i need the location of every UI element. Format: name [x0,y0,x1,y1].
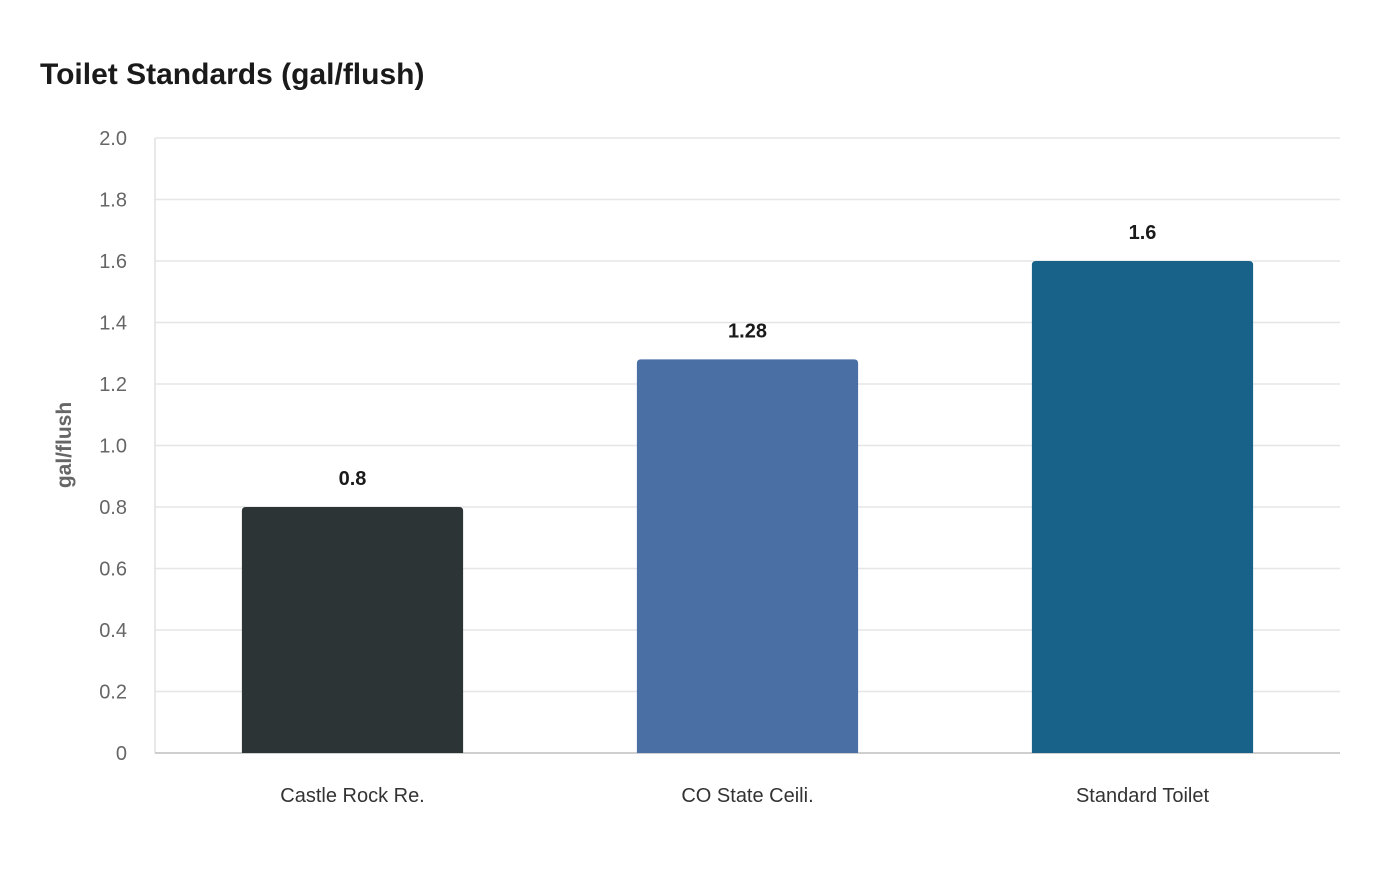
y-tick-label: 0.6 [99,559,127,581]
y-tick-label: 0 [116,743,127,765]
y-tick-label: 0.8 [99,497,127,519]
y-tick-label: 1.2 [99,374,127,396]
chart-title: Toilet Standards (gal/flush) [40,58,425,91]
y-axis-title: gal/flush [53,402,76,488]
y-tick-label: 1.0 [99,436,127,458]
y-tick-label: 1.4 [99,313,127,335]
x-tick-label: Castle Rock Re. [280,785,425,807]
bar [1031,261,1254,753]
y-tick-label: 2.0 [99,128,127,150]
bar-value-label: 0.8 [339,468,367,490]
labels: 0 0.2 0.4 0.6 0.8 1.0 1.2 1.4 1.6 1.8 2.0 0.8 Castle… [99,128,1209,807]
y-tick-label: 0.2 [99,682,127,704]
bar [241,507,464,753]
bars [241,261,1254,753]
bar-value-label: 1.28 [728,320,767,342]
x-tick-label: CO State Ceili. [681,785,813,807]
bar [636,359,859,753]
x-tick-label: Standard Toilet [1076,785,1210,807]
bar-value-label: 1.6 [1129,222,1157,244]
y-tick-label: 0.4 [99,620,127,642]
y-tick-label: 1.6 [99,251,127,273]
y-tick-label: 1.8 [99,190,127,212]
